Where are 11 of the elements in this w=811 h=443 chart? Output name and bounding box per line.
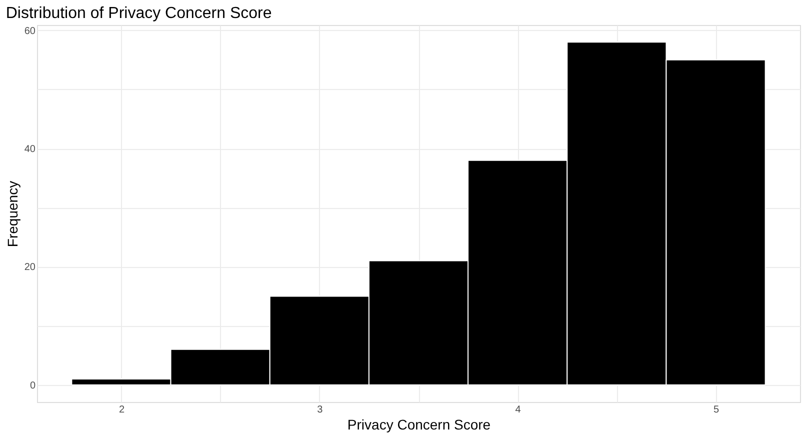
y-tick-label: 40 (24, 144, 36, 155)
y-tick-label: 0 (30, 380, 36, 392)
y-axis-title: Frequency (4, 180, 20, 248)
x-axis-title: Privacy Concern Score (347, 416, 491, 432)
x-tick-label: 2 (118, 404, 125, 416)
x-tick-label: 5 (713, 404, 720, 416)
x-tick-label: 3 (317, 404, 324, 416)
y-tick-label: 60 (24, 26, 36, 37)
chart-title: Distribution of Privacy Concern Score (6, 5, 272, 22)
x-tick-label: 4 (515, 404, 522, 416)
y-tick-label: 20 (24, 262, 36, 274)
